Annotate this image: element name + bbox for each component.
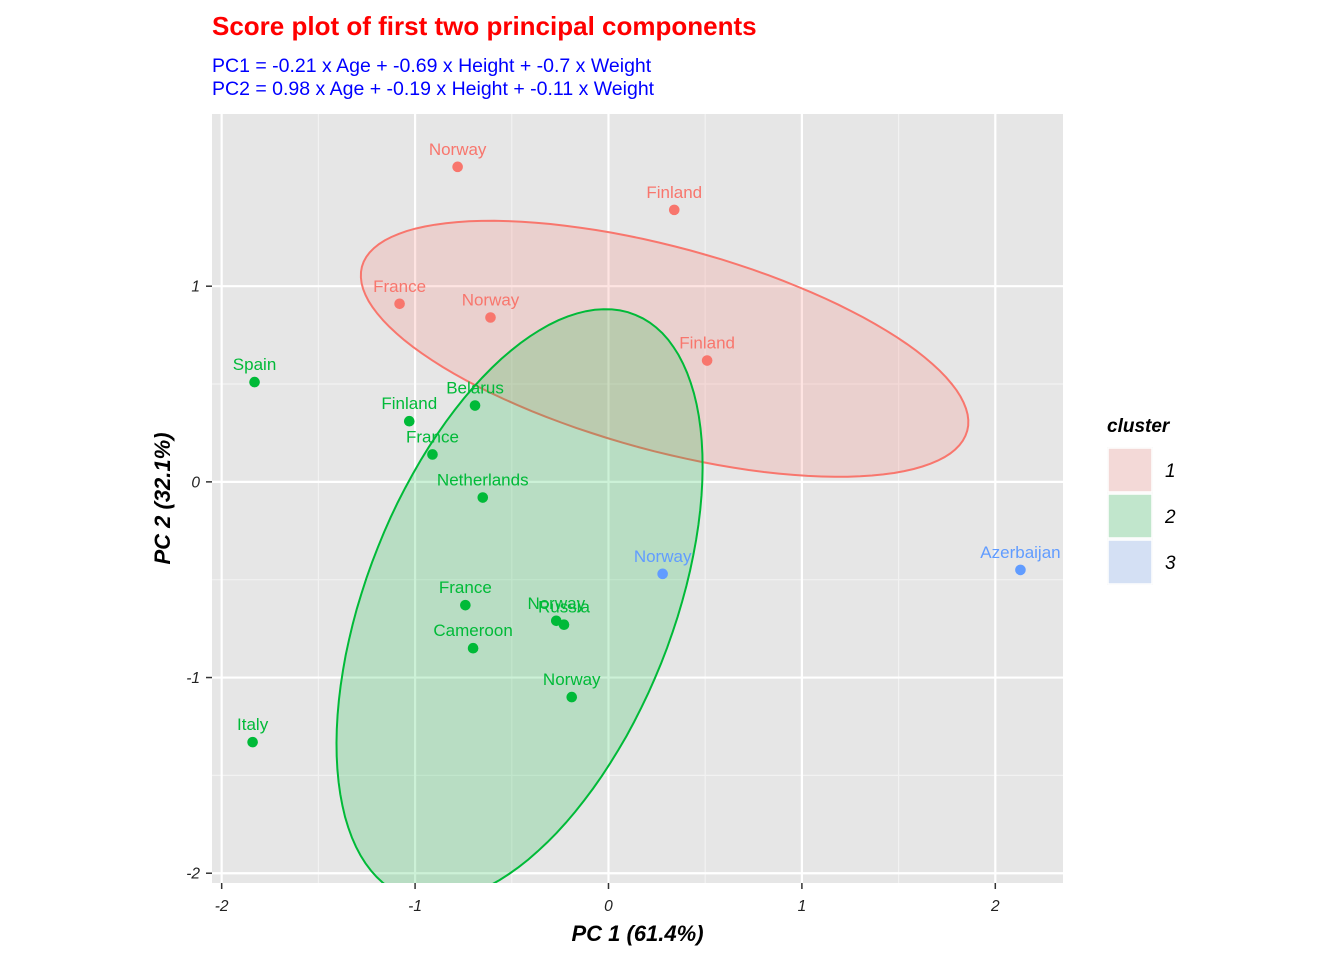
cluster-2-point: [566, 691, 578, 703]
cluster-2-point: [467, 642, 479, 654]
x-axis-title: PC 1 (61.4%): [571, 921, 703, 946]
x-tick-label: -2: [215, 898, 229, 915]
cluster-1-point: [701, 355, 713, 366]
cluster-3-point: [657, 568, 668, 580]
cluster-2-point-label: Russia: [538, 598, 591, 617]
point-labels: Norway Finland France Norway Finland Spain Bel…: [233, 140, 1061, 734]
legend-key-background: [1107, 493, 1153, 539]
legend-key-swatch: [1107, 539, 1153, 585]
x-axis-ticks: -2 -1 0 1 2: [215, 883, 1000, 915]
cluster-2-point: [558, 619, 570, 631]
cluster-1-point-label: France: [373, 277, 426, 296]
cluster-2-point: [469, 400, 481, 411]
legend-title: cluster: [1107, 416, 1171, 437]
cluster-2-point-label: France: [439, 578, 492, 597]
legend-label: 1: [1165, 461, 1176, 482]
cluster-1-point: [394, 298, 405, 310]
legend: cluster 1 2 3: [1107, 416, 1176, 585]
cluster-2-point-label: France: [406, 427, 459, 446]
cluster-3-point-label: Azerbaijan: [980, 543, 1060, 562]
cluster-1-point-label: Finland: [646, 183, 702, 202]
cluster-1-point: [452, 161, 463, 173]
plot-panel: [212, 114, 1063, 883]
cluster-2-point-label: Belarus: [446, 379, 504, 398]
cluster-1-point: [485, 312, 496, 323]
chart-subtitle-line-1: PC1 = -0.21 x Age + -0.69 x Height + -0.…: [212, 55, 652, 77]
y-tick-label: -1: [186, 670, 200, 687]
chart-subtitle-line-2: PC2 = 0.98 x Age + -0.19 x Height + -0.1…: [212, 78, 655, 100]
legend-key-background: [1107, 447, 1153, 493]
x-tick-label: 1: [798, 898, 807, 915]
cluster-2-point-label: Italy: [237, 715, 269, 734]
grid-minor: [212, 114, 1063, 883]
y-axis-ticks: -2 -1 0 1: [186, 279, 212, 883]
cluster-2-point-label: Finland: [381, 394, 437, 413]
chart-title: Score plot of first two principal compon…: [212, 11, 757, 41]
cluster-1-point: [668, 204, 680, 216]
x-tick-label: -1: [408, 898, 422, 915]
y-tick-label: -2: [186, 866, 200, 883]
cluster-2-point-label: Cameroon: [433, 621, 512, 640]
cluster-2-point-label: Norway: [543, 670, 601, 689]
legend-key-background: [1107, 539, 1153, 585]
legend-label: 3: [1165, 553, 1176, 574]
cluster-3-point-label: Norway: [634, 547, 692, 566]
cluster-2-point-label: Norway: [527, 594, 585, 613]
cluster-2-point-label: Spain: [233, 355, 276, 374]
cluster-2-point: [460, 599, 471, 611]
y-tick-label: 0: [191, 474, 200, 491]
cluster-2-point: [247, 736, 258, 748]
legend-key-swatch: [1107, 447, 1153, 493]
cluster-2-point: [249, 376, 260, 388]
y-tick-label: 1: [191, 279, 200, 296]
cluster-1-point-label: Norway: [429, 140, 487, 159]
y-axis-title: PC 2 (32.1%): [150, 432, 175, 564]
cluster-1-point-label: Finland: [679, 334, 735, 353]
data-points: [247, 161, 1026, 748]
x-tick-label: 2: [990, 898, 1000, 915]
cluster-1-ellipse: [359, 219, 970, 478]
cluster-3-point: [1015, 564, 1026, 576]
legend-key-swatch: [1107, 493, 1153, 539]
cluster-2-point: [403, 415, 415, 427]
cluster-2-point-label: Netherlands: [437, 471, 529, 490]
cluster-1-point-label: Norway: [462, 291, 520, 310]
grid-major: [212, 114, 1063, 883]
x-tick-label: 0: [604, 898, 613, 915]
legend-label: 2: [1164, 507, 1176, 528]
cluster-2-point: [427, 449, 438, 460]
cluster-2-point: [477, 492, 489, 503]
